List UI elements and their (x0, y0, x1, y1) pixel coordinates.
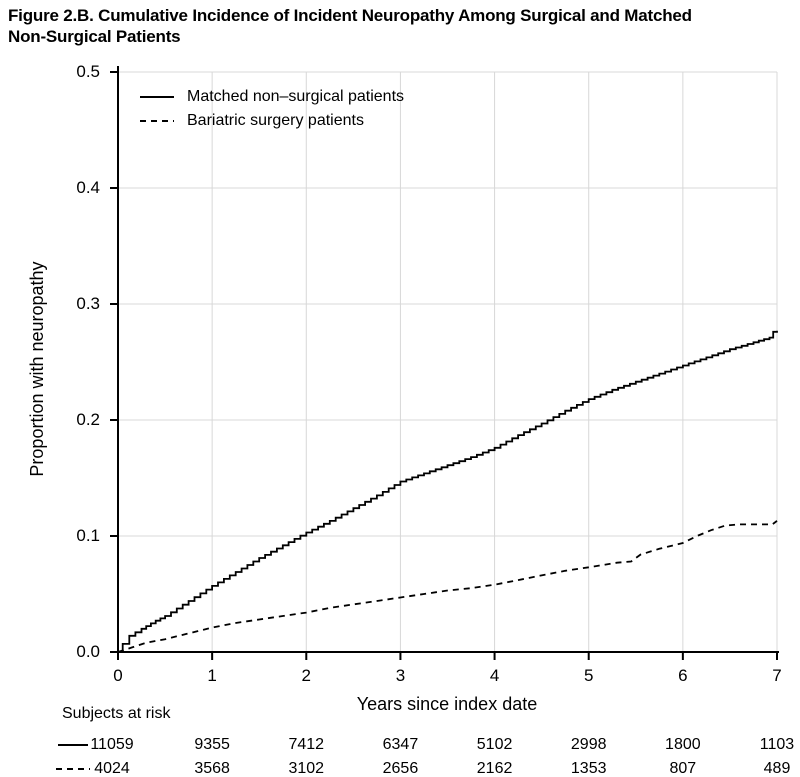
bariatric-surgery-curve (117, 520, 778, 653)
risk-value: 1800 (665, 736, 701, 753)
y-tick-label: 0.3 (76, 294, 100, 313)
risk-value: 11059 (90, 736, 134, 753)
dashed-line-sample-icon (56, 768, 90, 770)
x-tick-label: 6 (678, 666, 688, 685)
y-tick-label: 0.0 (76, 642, 100, 661)
risk-value: 7412 (288, 736, 325, 753)
legend-row-bariatric-surgery: Bariatric surgery patients (140, 109, 404, 133)
solid-line-sample-icon (140, 96, 174, 98)
x-tick-label: 5 (583, 666, 594, 685)
risk-value: 2162 (476, 760, 513, 777)
risk-value: 6347 (382, 736, 419, 753)
risk-value: 1353 (570, 760, 607, 777)
y-tick-label: 0.4 (76, 178, 100, 197)
legend-label: Matched non–surgical patients (187, 88, 405, 105)
risk-value: 2998 (570, 736, 607, 753)
solid-line-sample-icon (58, 744, 88, 746)
risk-value: 4024 (94, 760, 130, 777)
y-axis-label: Proportion with neuropathy (27, 261, 47, 477)
subjects-at-risk-label: Subjects at risk (62, 705, 171, 722)
dashed-line-sample-icon (140, 120, 174, 122)
y-tick-label: 0.2 (76, 410, 100, 429)
risk-value: 5102 (476, 736, 513, 753)
x-tick-label: 4 (489, 666, 500, 685)
x-tick-label: 1 (207, 666, 217, 685)
matched-non-surgical-curve (118, 330, 778, 653)
y-tick-label: 0.1 (76, 526, 100, 545)
risk-value: 1103 (759, 736, 795, 753)
risk-value: 489 (763, 760, 791, 777)
risk-value: 9355 (194, 736, 230, 753)
risk-value: 807 (669, 760, 697, 777)
figure-title-line-2: Non-Surgical Patients (8, 27, 181, 46)
risk-value: 2656 (382, 760, 419, 777)
legend-row-matched-non-surgical: Matched non–surgical patients (140, 85, 404, 109)
x-tick-label: 2 (301, 666, 312, 685)
y-tick-label: 0.5 (76, 62, 100, 81)
figure-title-line-1: Figure 2.B. Cumulative Incidence of Inci… (8, 6, 692, 25)
risk-value: 3568 (194, 760, 230, 777)
legend-label: Bariatric surgery patients (187, 112, 364, 129)
x-tick-label: 3 (395, 666, 406, 685)
x-axis-label: Years since index date (356, 694, 538, 714)
legend: Matched non–surgical patients Bariatric … (140, 85, 404, 133)
x-tick-label: 7 (772, 666, 782, 685)
x-tick-label: 0 (113, 666, 123, 685)
risk-value: 3102 (288, 760, 325, 777)
